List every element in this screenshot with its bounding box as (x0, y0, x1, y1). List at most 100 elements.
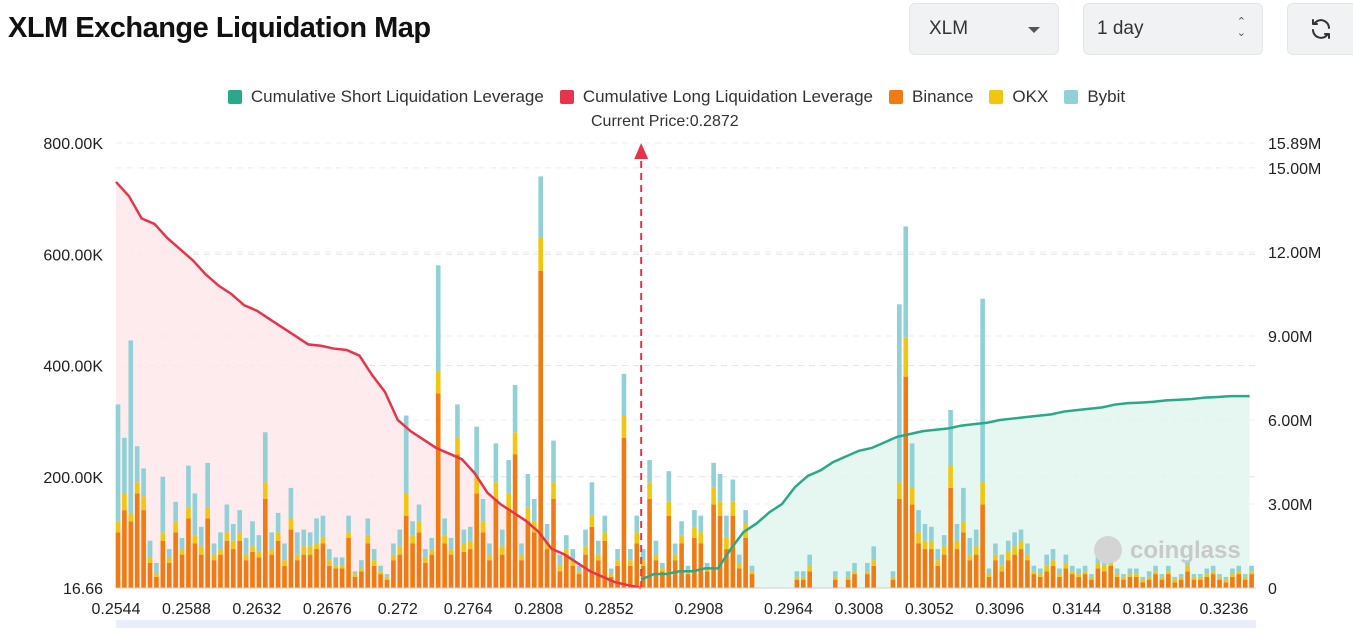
bar-okx (833, 576, 838, 580)
bar-binance (480, 532, 486, 588)
bar-bybit (230, 524, 236, 541)
bar-okx (423, 557, 428, 563)
bar-bybit (704, 562, 710, 569)
bar-okx (1095, 562, 1101, 569)
bar-okx (512, 432, 518, 455)
bar-binance (833, 579, 838, 588)
bar-bybit (173, 501, 178, 522)
bar-bybit (333, 557, 339, 566)
bar-binance (909, 504, 915, 588)
bar-okx (1025, 554, 1030, 561)
bar-okx (1210, 571, 1216, 575)
bar-okx (909, 487, 915, 505)
bar-binance (192, 543, 198, 588)
bar-okx (794, 576, 800, 580)
bar-bybit (615, 549, 620, 561)
bar-binance (359, 571, 364, 588)
bar-binance (288, 529, 294, 588)
bar-binance (499, 554, 505, 588)
bar-binance (698, 543, 704, 588)
bar-binance (724, 549, 729, 588)
legend-item-3[interactable]: OKX (989, 87, 1048, 107)
bar-bybit (378, 565, 383, 572)
bar-bybit (141, 468, 146, 497)
bar-binance (243, 560, 249, 588)
bar-okx (711, 487, 716, 505)
bar-okx (1044, 565, 1049, 572)
bar-binance (384, 579, 390, 588)
range-select[interactable]: 1 day ⌃ ⌄ (1083, 3, 1263, 55)
bar-binance (640, 565, 646, 588)
bar-bybit (634, 515, 640, 533)
bar-okx (576, 571, 582, 575)
refresh-icon (1311, 19, 1330, 39)
bar-bybit (973, 529, 979, 547)
bar-binance (704, 571, 710, 588)
bar-binance (1178, 579, 1184, 588)
bar-bybit (1037, 568, 1043, 575)
bar-binance (973, 554, 979, 588)
bar-bybit (1242, 574, 1248, 577)
bar-okx (1082, 571, 1088, 575)
x-tick-label: 0.3096 (975, 601, 1024, 618)
bar-bybit (589, 482, 595, 516)
legend-item-0[interactable]: Cumulative Short Liquidation Leverage (227, 87, 544, 107)
legend-item-2[interactable]: Binance (888, 87, 973, 107)
bar-bybit (749, 565, 755, 572)
bar-bybit (1153, 565, 1158, 572)
bar-bybit (576, 565, 582, 572)
refresh-button[interactable] (1287, 3, 1353, 55)
bar-okx (333, 565, 339, 569)
bar-okx (327, 560, 332, 566)
bar-binance (416, 532, 422, 588)
bar-okx (724, 537, 729, 550)
bar-okx (1178, 576, 1184, 580)
bar-binance (980, 504, 985, 588)
bar-okx (1146, 576, 1152, 580)
bar-okx (205, 507, 210, 519)
bar-bybit (929, 526, 934, 541)
bar-okx (941, 546, 947, 555)
page-title: XLM Exchange Liquidation Map (8, 12, 431, 44)
bar-bybit (429, 537, 435, 550)
coin-select[interactable]: XLM (909, 3, 1059, 55)
bar-okx (538, 237, 543, 271)
bar-bybit (320, 515, 326, 538)
bar-bybit (282, 543, 287, 561)
bar-okx (275, 532, 281, 541)
bar-okx (704, 568, 710, 572)
bar-binance (845, 579, 851, 588)
bar-binance (519, 560, 524, 588)
range-slider-track[interactable] (116, 620, 1256, 628)
bar-okx (416, 521, 422, 533)
bar-bybit (935, 549, 941, 561)
bar-bybit (1063, 554, 1069, 563)
bar-okx (948, 465, 953, 488)
bar-okx (435, 371, 441, 394)
bar-okx (384, 576, 390, 580)
bar-okx (429, 549, 435, 555)
bar-bybit (237, 510, 242, 533)
bar-bybit (192, 493, 198, 536)
bar-bybit (397, 529, 403, 547)
bar-binance (1121, 579, 1126, 588)
bar-binance (474, 493, 479, 588)
bar-bybit (711, 462, 716, 488)
bar-okx (922, 540, 928, 550)
bar-binance (916, 543, 921, 588)
bar-okx (128, 512, 134, 522)
bar-binance (538, 270, 543, 588)
bar-bybit (416, 504, 422, 522)
bar-bybit (698, 515, 704, 533)
bar-bybit (961, 487, 966, 522)
bar-binance (941, 554, 947, 588)
bar-binance (1108, 565, 1113, 588)
bar-okx (845, 576, 851, 580)
bar-okx (1069, 571, 1075, 575)
bar-okx (1037, 574, 1043, 577)
bar-bybit (608, 568, 614, 575)
legend-item-1[interactable]: Cumulative Long Liquidation Leverage (559, 87, 873, 107)
legend-swatch (888, 90, 903, 104)
bar-binance (621, 437, 627, 588)
legend-item-4[interactable]: Bybit (1064, 87, 1125, 107)
